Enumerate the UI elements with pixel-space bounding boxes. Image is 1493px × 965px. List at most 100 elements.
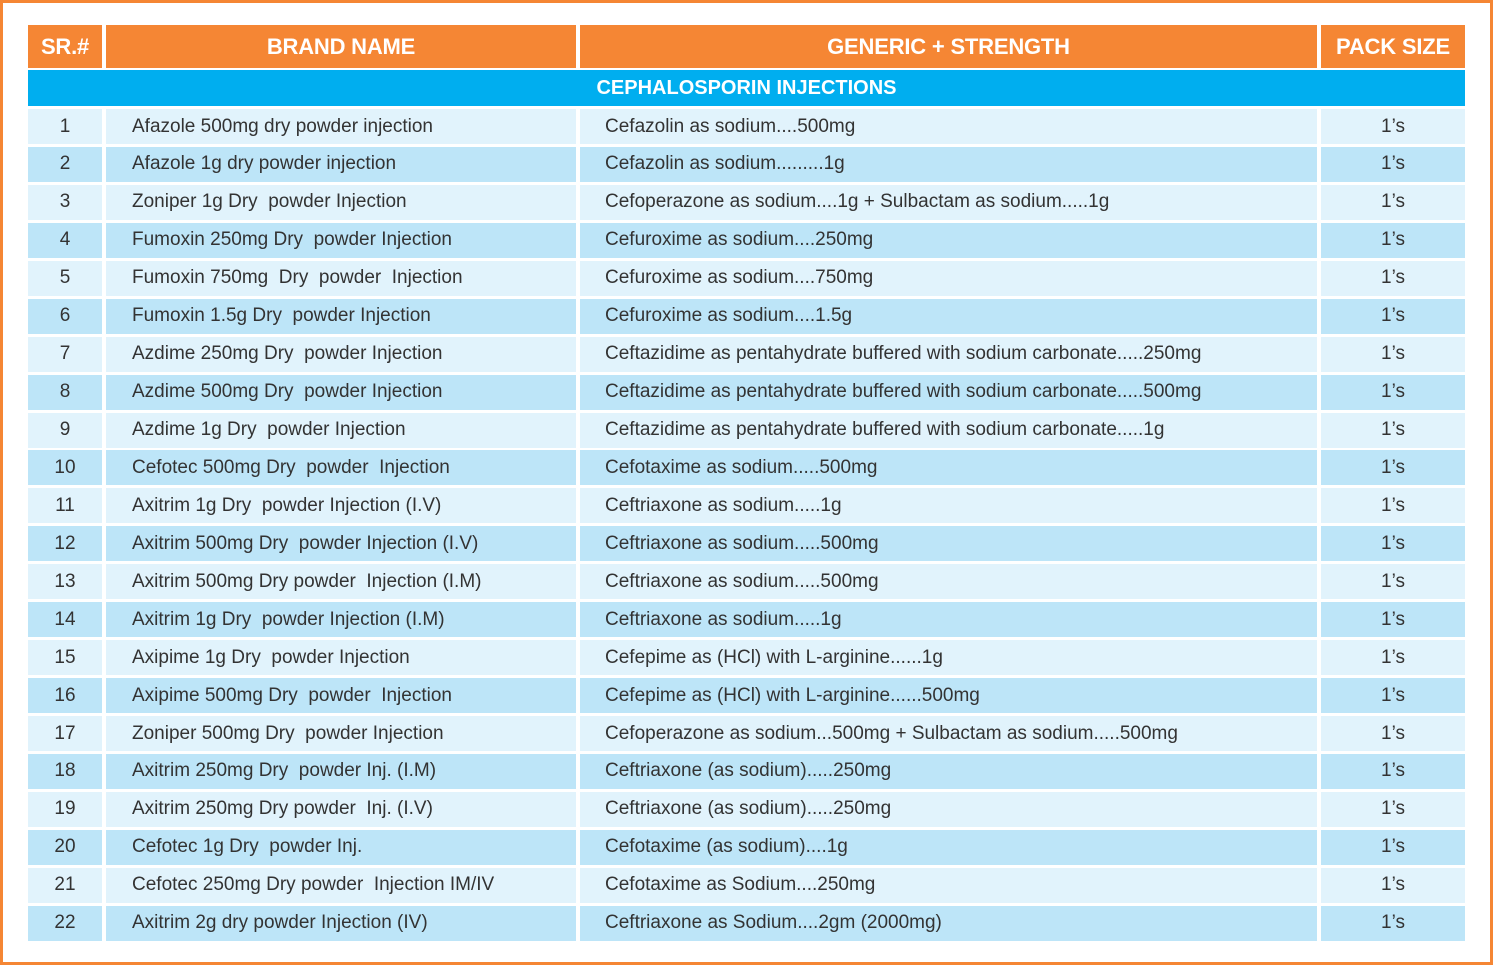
cell-sr: 6 xyxy=(28,298,102,334)
cell-generic-strength: Ceftriaxone as Sodium....2gm (2000mg) xyxy=(580,905,1317,941)
cell-pack-size: 1’s xyxy=(1321,716,1465,751)
cell-brand-name: Axitrim 2g dry powder Injection (IV) xyxy=(106,905,576,941)
cell-generic-strength: Ceftriaxone as sodium.....1g xyxy=(580,488,1317,524)
cell-generic-strength: Cefazolin as sodium.........1g xyxy=(580,146,1317,182)
cell-brand-name: Azdime 250mg Dry powder Injection xyxy=(106,336,576,372)
cell-brand-name: Cefotec 250mg Dry powder Injection IM/IV xyxy=(106,867,576,903)
cell-sr: 4 xyxy=(28,222,102,258)
cell-generic-strength: Cefotaxime as Sodium....250mg xyxy=(580,867,1317,903)
cell-sr: 12 xyxy=(28,526,102,562)
table-row: 18 Axitrim 250mg Dry powder Inj. (I.M) Cef… xyxy=(28,753,1465,789)
cell-brand-name: Azdime 500mg Dry powder Injection xyxy=(106,374,576,410)
cell-sr: 10 xyxy=(28,450,102,486)
table-row: 10 Cefotec 500mg Dry powder Injection Cefo… xyxy=(28,450,1465,486)
cell-brand-name: Fumoxin 1.5g Dry powder Injection xyxy=(106,298,576,334)
cell-pack-size: 1’s xyxy=(1321,336,1465,372)
cell-brand-name: Axitrim 250mg Dry powder Inj. (I.V) xyxy=(106,791,576,827)
cell-generic-strength: Cefoperazone as sodium....1g + Sulbactam… xyxy=(580,184,1317,220)
cell-sr: 11 xyxy=(28,488,102,524)
cell-brand-name: Azdime 1g Dry powder Injection xyxy=(106,412,576,448)
cell-brand-name: Axitrim 500mg Dry powder Injection (I.M) xyxy=(106,564,576,600)
table-body: 1 Afazole 500mg dry powder injection Cefaz… xyxy=(28,109,1465,941)
cell-sr: 19 xyxy=(28,791,102,827)
table-row: 21 Cefotec 250mg Dry powder Injection IM/… xyxy=(28,867,1465,903)
header-sr: SR.# xyxy=(28,25,102,68)
header-brand-name: BRAND NAME xyxy=(106,25,576,68)
cell-pack-size: 1’s xyxy=(1321,526,1465,562)
table-row: 3 Zoniper 1g Dry powder Injection Cefopera… xyxy=(28,184,1465,220)
table-header: SR.# BRAND NAME GENERIC + STRENGTH PACK … xyxy=(28,25,1465,68)
cell-pack-size: 1’s xyxy=(1321,678,1465,714)
cell-pack-size: 1’s xyxy=(1321,222,1465,258)
cell-sr: 5 xyxy=(28,260,102,296)
cell-pack-size: 1’s xyxy=(1321,450,1465,486)
table-row: 22 Axitrim 2g dry powder Injection (IV) Ce… xyxy=(28,905,1465,941)
cell-pack-size: 1’s xyxy=(1321,753,1465,789)
product-table: SR.# BRAND NAME GENERIC + STRENGTH PACK … xyxy=(28,25,1465,944)
cell-pack-size: 1’s xyxy=(1321,109,1465,144)
cell-sr: 14 xyxy=(28,602,102,638)
header-pack-size: PACK SIZE xyxy=(1321,25,1465,68)
cell-generic-strength: Ceftriaxone as sodium.....1g xyxy=(580,602,1317,638)
cell-brand-name: Fumoxin 250mg Dry powder Injection xyxy=(106,222,576,258)
table-row: 6 Fumoxin 1.5g Dry powder Injection Cefuro… xyxy=(28,298,1465,334)
cell-generic-strength: Cefuroxime as sodium....250mg xyxy=(580,222,1317,258)
cell-generic-strength: Cefepime as (HCl) with L-arginine......1… xyxy=(580,640,1317,676)
table-row: 20 Cefotec 1g Dry powder Inj. Cefotaxime (… xyxy=(28,829,1465,865)
table-row: 4 Fumoxin 250mg Dry powder Injection Cefur… xyxy=(28,222,1465,258)
cell-generic-strength: Ceftriaxone as sodium.....500mg xyxy=(580,564,1317,600)
table-row: 9 Azdime 1g Dry powder Injection Ceftazidi… xyxy=(28,412,1465,448)
cell-generic-strength: Ceftazidime as pentahydrate buffered wit… xyxy=(580,336,1317,372)
cell-generic-strength: Cefoperazone as sodium...500mg + Sulbact… xyxy=(580,716,1317,751)
cell-sr: 13 xyxy=(28,564,102,600)
cell-sr: 9 xyxy=(28,412,102,448)
cell-sr: 15 xyxy=(28,640,102,676)
cell-brand-name: Zoniper 1g Dry powder Injection xyxy=(106,184,576,220)
cell-sr: 3 xyxy=(28,184,102,220)
table-row: 17 Zoniper 500mg Dry powder Injection Cefo… xyxy=(28,716,1465,751)
cell-sr: 17 xyxy=(28,716,102,751)
cell-sr: 22 xyxy=(28,905,102,941)
cell-generic-strength: Cefotaxime (as sodium)....1g xyxy=(580,829,1317,865)
cell-pack-size: 1’s xyxy=(1321,829,1465,865)
table-row: 15 Axipime 1g Dry powder Injection Cefepim… xyxy=(28,640,1465,676)
cell-pack-size: 1’s xyxy=(1321,867,1465,903)
table-row: 16 Axipime 500mg Dry powder Injection Cefe… xyxy=(28,678,1465,714)
cell-sr: 16 xyxy=(28,678,102,714)
table-row: 8 Azdime 500mg Dry powder Injection Ceftaz… xyxy=(28,374,1465,410)
cell-brand-name: Cefotec 1g Dry powder Inj. xyxy=(106,829,576,865)
cell-pack-size: 1’s xyxy=(1321,184,1465,220)
cell-sr: 20 xyxy=(28,829,102,865)
table-row: 11 Axitrim 1g Dry powder Injection (I.V) C… xyxy=(28,488,1465,524)
cell-generic-strength: Ceftriaxone (as sodium).....250mg xyxy=(580,791,1317,827)
cell-pack-size: 1’s xyxy=(1321,374,1465,410)
table-row: 19 Axitrim 250mg Dry powder Inj. (I.V) Cef… xyxy=(28,791,1465,827)
cell-pack-size: 1’s xyxy=(1321,791,1465,827)
cell-sr: 18 xyxy=(28,753,102,789)
cell-generic-strength: Cefepime as (HCl) with L-arginine......5… xyxy=(580,678,1317,714)
cell-pack-size: 1’s xyxy=(1321,602,1465,638)
cell-brand-name: Axitrim 250mg Dry powder Inj. (I.M) xyxy=(106,753,576,789)
cell-pack-size: 1’s xyxy=(1321,905,1465,941)
cell-brand-name: Fumoxin 750mg Dry powder Injection xyxy=(106,260,576,296)
cell-brand-name: Axitrim 500mg Dry powder Injection (I.V) xyxy=(106,526,576,562)
cell-brand-name: Zoniper 500mg Dry powder Injection xyxy=(106,716,576,751)
cell-pack-size: 1’s xyxy=(1321,298,1465,334)
cell-brand-name: Cefotec 500mg Dry powder Injection xyxy=(106,450,576,486)
cell-generic-strength: Cefuroxime as sodium....1.5g xyxy=(580,298,1317,334)
cell-sr: 8 xyxy=(28,374,102,410)
cell-generic-strength: Ceftriaxone as sodium.....500mg xyxy=(580,526,1317,562)
cell-brand-name: Axipime 500mg Dry powder Injection xyxy=(106,678,576,714)
cell-brand-name: Axitrim 1g Dry powder Injection (I.M) xyxy=(106,602,576,638)
header-generic-strength: GENERIC + STRENGTH xyxy=(580,25,1317,68)
cell-sr: 2 xyxy=(28,146,102,182)
table-row: 12 Axitrim 500mg Dry powder Injection (I.… xyxy=(28,526,1465,562)
table-row: 13 Axitrim 500mg Dry powder Injection (I.… xyxy=(28,564,1465,600)
cell-generic-strength: Ceftriaxone (as sodium).....250mg xyxy=(580,753,1317,789)
cell-generic-strength: Cefuroxime as sodium....750mg xyxy=(580,260,1317,296)
table-row: 1 Afazole 500mg dry powder injection Cefaz… xyxy=(28,109,1465,144)
cell-brand-name: Afazole 500mg dry powder injection xyxy=(106,109,576,144)
table-row: 2 Afazole 1g dry powder injection Cefazoli… xyxy=(28,146,1465,182)
cell-brand-name: Afazole 1g dry powder injection xyxy=(106,146,576,182)
cell-pack-size: 1’s xyxy=(1321,260,1465,296)
